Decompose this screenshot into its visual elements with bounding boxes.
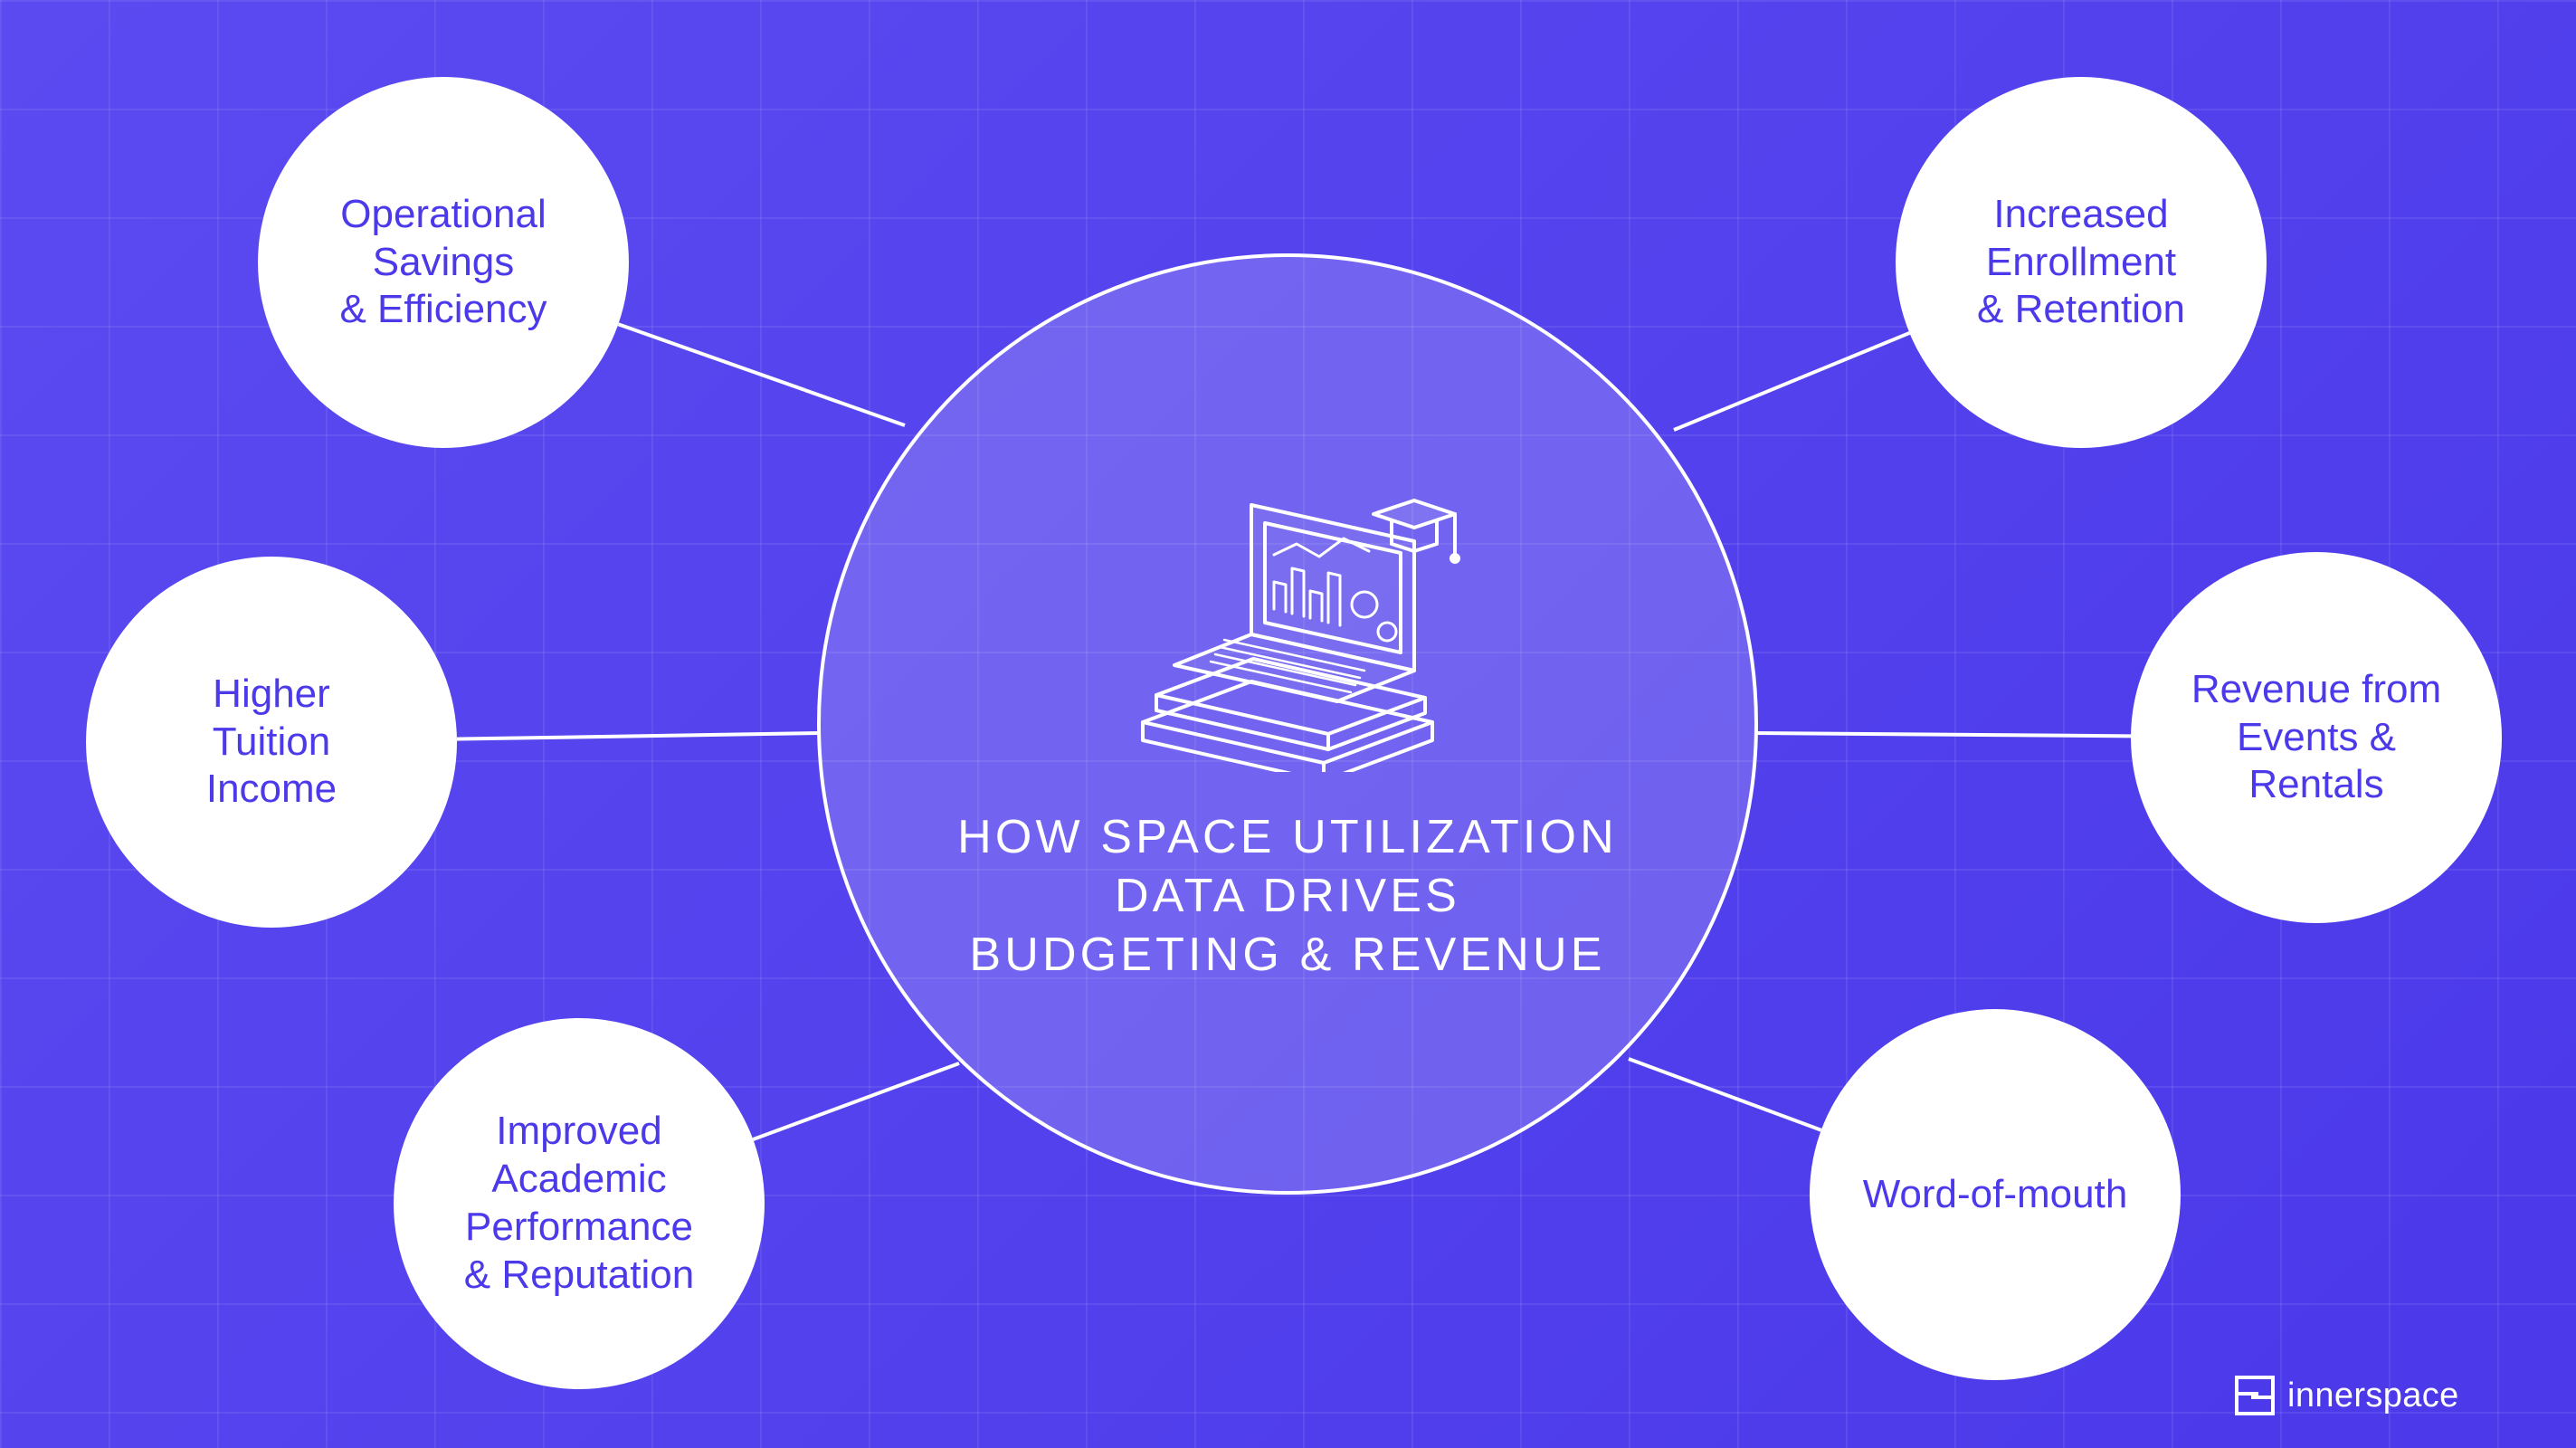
laptop-books-icon: [1088, 464, 1487, 772]
node-revenue-events: Revenue fromEvents &Rentals: [2131, 552, 2502, 923]
node-label: Word-of-mouth: [1863, 1171, 2128, 1219]
node-label: ImprovedAcademicPerformance& Reputation: [464, 1108, 694, 1299]
node-operational-savings: OperationalSavings& Efficiency: [258, 77, 629, 448]
connector-line: [1674, 333, 1909, 430]
node-label: IncreasedEnrollment& Retention: [1977, 191, 2185, 334]
connector-line: [1629, 1059, 1821, 1130]
node-improved-academic: ImprovedAcademicPerformance& Reputation: [394, 1018, 765, 1389]
node-increased-enrollment: IncreasedEnrollment& Retention: [1896, 77, 2267, 448]
node-label: OperationalSavings& Efficiency: [339, 191, 547, 334]
node-label: Revenue fromEvents &Rentals: [2191, 666, 2441, 809]
node-label: HigherTuitionIncome: [206, 671, 337, 814]
node-higher-tuition: HigherTuitionIncome: [86, 557, 457, 928]
connector-line: [618, 324, 905, 425]
logo-text: innerspace: [2287, 1377, 2459, 1415]
brand-logo: innerspace: [2235, 1376, 2459, 1415]
center-circle: HOW SPACE UTILIZATIONDATA DRIVESBUDGETIN…: [817, 253, 1758, 1195]
connector-line: [1755, 733, 2131, 736]
connector-line: [753, 1063, 959, 1139]
logo-mark-icon: [2235, 1376, 2275, 1415]
diagram-stage: HOW SPACE UTILIZATIONDATA DRIVESBUDGETIN…: [0, 0, 2576, 1448]
node-word-of-mouth: Word-of-mouth: [1810, 1009, 2181, 1380]
connector-line: [457, 733, 819, 739]
center-title: HOW SPACE UTILIZATIONDATA DRIVESBUDGETIN…: [957, 808, 1618, 985]
